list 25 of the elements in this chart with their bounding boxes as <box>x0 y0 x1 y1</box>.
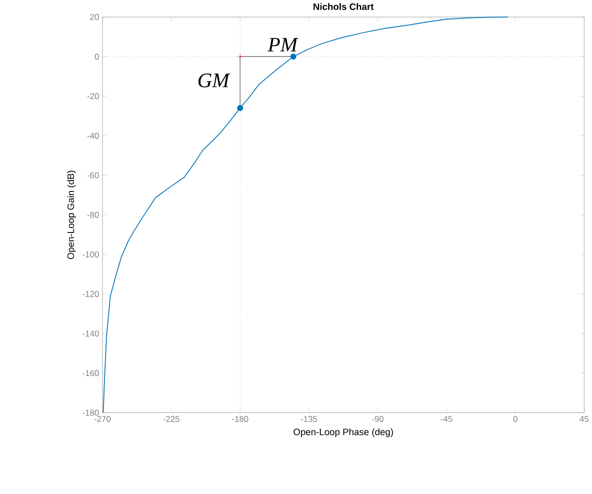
y-axis-title: Open-Loop Gain (dB) <box>67 170 76 260</box>
x-tick-label: -135 <box>300 416 317 422</box>
y-tick-label: -40 <box>87 132 99 139</box>
y-tick-label: -180 <box>82 410 99 416</box>
y-tick-label: -80 <box>87 212 99 218</box>
x-axis-title: Open-Loop Phase (deg) <box>294 428 393 438</box>
x-tick-label: -225 <box>163 416 180 422</box>
annotation: GM <box>198 74 230 88</box>
line-series <box>102 16 508 414</box>
annotation: PM <box>268 38 298 52</box>
y-tick-label: -100 <box>82 252 99 258</box>
chart-title: Nichols Chart <box>314 3 374 10</box>
x-tick-label: -45 <box>440 416 452 422</box>
y-tick-label: -160 <box>82 370 99 376</box>
x-tick-label: 0 <box>513 416 518 422</box>
y-tick-label: -120 <box>82 291 99 298</box>
x-tick-label: -90 <box>372 416 384 422</box>
x-tick-label: -180 <box>232 416 248 422</box>
y-tick-label: -140 <box>82 330 99 337</box>
y-tick-label: 20 <box>90 14 99 20</box>
y-tick-label: -20 <box>87 93 99 100</box>
x-tick-label: 45 <box>580 416 589 422</box>
y-tick-label: -60 <box>87 172 99 178</box>
x-tick-label: -270 <box>94 416 111 422</box>
y-tick-label: 0 <box>94 54 99 60</box>
